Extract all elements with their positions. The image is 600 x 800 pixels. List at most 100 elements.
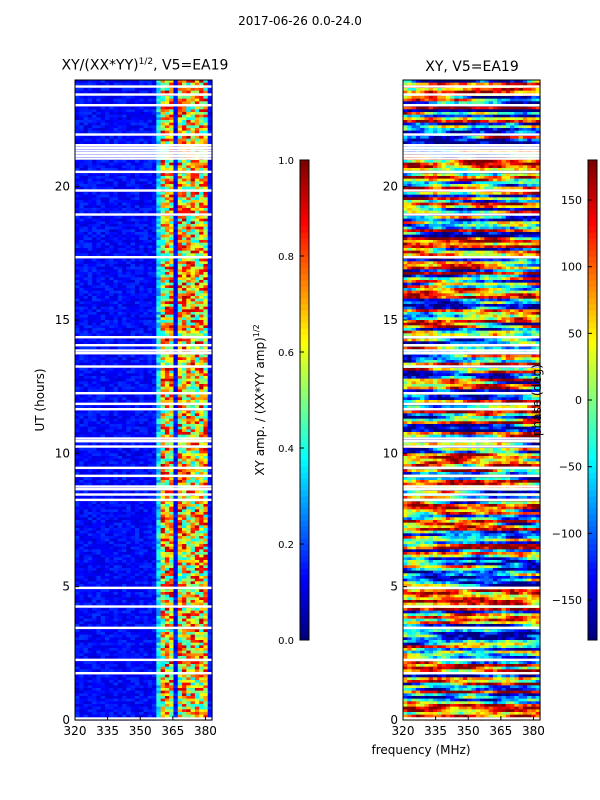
amp-cell — [104, 160, 110, 164]
amp-cell — [117, 186, 123, 190]
amp-cell — [117, 208, 123, 212]
amp-cell — [203, 312, 209, 316]
amp-cell — [173, 253, 179, 257]
amp-cell — [152, 250, 157, 254]
amp-cell — [104, 205, 110, 209]
amp-cell — [143, 312, 149, 316]
amp-cell — [134, 181, 140, 185]
amp-cell — [87, 258, 93, 262]
amp-cell — [186, 280, 192, 284]
amp-cell — [122, 298, 127, 302]
amp-cell — [194, 240, 200, 244]
amp-cell — [164, 197, 170, 201]
amp-cell — [139, 141, 145, 145]
amp-cell — [147, 264, 153, 268]
amp-cell — [79, 261, 85, 265]
amp-cell — [126, 264, 132, 268]
amp-cell — [134, 202, 140, 206]
amp-cell — [156, 229, 162, 233]
amp-cell — [113, 290, 119, 294]
amp-cell — [134, 178, 140, 182]
amp-cell — [83, 232, 89, 236]
amp-cell — [117, 269, 123, 273]
amp-cell — [113, 165, 119, 169]
amp-cell — [156, 285, 162, 289]
amp-cell — [147, 210, 153, 214]
amp-cell — [113, 240, 119, 244]
amp-cell — [83, 298, 89, 302]
amp-cell — [134, 101, 140, 105]
amp-cell — [186, 138, 192, 142]
amp-cell — [126, 274, 132, 278]
amp-cell — [199, 285, 205, 289]
amp-cell — [126, 288, 132, 292]
amp-cell — [194, 112, 200, 116]
amp-cell — [164, 210, 170, 214]
amp-cell — [182, 117, 187, 121]
amp-cell — [203, 178, 209, 182]
amp-cell — [186, 290, 192, 294]
amp-cell — [75, 234, 80, 238]
amp-cell — [96, 296, 102, 300]
amp-cell — [194, 258, 200, 262]
amp-cell — [177, 205, 183, 209]
amp-cell — [130, 290, 136, 294]
amp-cell — [143, 309, 149, 313]
amp-cell — [122, 237, 127, 241]
amp-cell — [83, 114, 89, 118]
amp-cell — [169, 242, 175, 246]
amp-cell — [152, 184, 157, 188]
amp-cell — [134, 232, 140, 236]
amp-cell — [79, 224, 85, 228]
amp-cell — [190, 205, 196, 209]
amp-cell — [169, 317, 175, 321]
amp-cell — [164, 253, 170, 257]
amp-cell — [147, 192, 153, 196]
amp-cell — [160, 248, 166, 252]
amp-cell — [156, 80, 162, 84]
amp-cell — [113, 296, 119, 300]
amp-cell — [109, 114, 115, 118]
amp-cell — [104, 322, 110, 326]
amp-cell — [143, 208, 149, 212]
amp-cell — [83, 314, 89, 318]
amp-cell — [113, 312, 119, 316]
amp-cell — [83, 96, 89, 100]
amp-cell — [75, 280, 80, 284]
amp-cell — [173, 242, 179, 246]
amp-cell — [186, 122, 192, 126]
amp-cell — [143, 224, 149, 228]
amp-cell — [173, 296, 179, 300]
amp-cell — [169, 285, 175, 289]
amp-cell — [83, 288, 89, 292]
amp-cell — [117, 245, 123, 249]
amp-cell — [104, 253, 110, 257]
amp-cell — [104, 194, 110, 198]
amp-cell — [87, 176, 93, 180]
amp-cell — [177, 266, 183, 270]
amp-cell — [203, 173, 209, 177]
amp-cell — [87, 306, 93, 310]
amp-cell — [207, 216, 213, 220]
amp-cell — [199, 312, 205, 316]
amp-cell — [139, 224, 145, 228]
amp-cell — [194, 293, 200, 297]
amp-cell — [160, 184, 166, 188]
amp-cell — [152, 320, 157, 324]
amp-cell — [75, 304, 80, 308]
amp-cell — [177, 112, 183, 116]
amp-cell — [203, 280, 209, 284]
amp-cell — [92, 285, 98, 289]
amp-cell — [177, 200, 183, 204]
amp-cell — [156, 266, 162, 270]
amp-cell — [164, 293, 170, 297]
amp-cell — [130, 245, 136, 249]
amp-cell — [156, 202, 162, 206]
amp-cell — [79, 232, 85, 236]
amp-cell — [147, 184, 153, 188]
amp-cell — [160, 314, 166, 318]
amp-cell — [143, 261, 149, 265]
amp-cell — [207, 96, 213, 100]
amp-cell — [164, 138, 170, 142]
amp-cell — [169, 181, 175, 185]
